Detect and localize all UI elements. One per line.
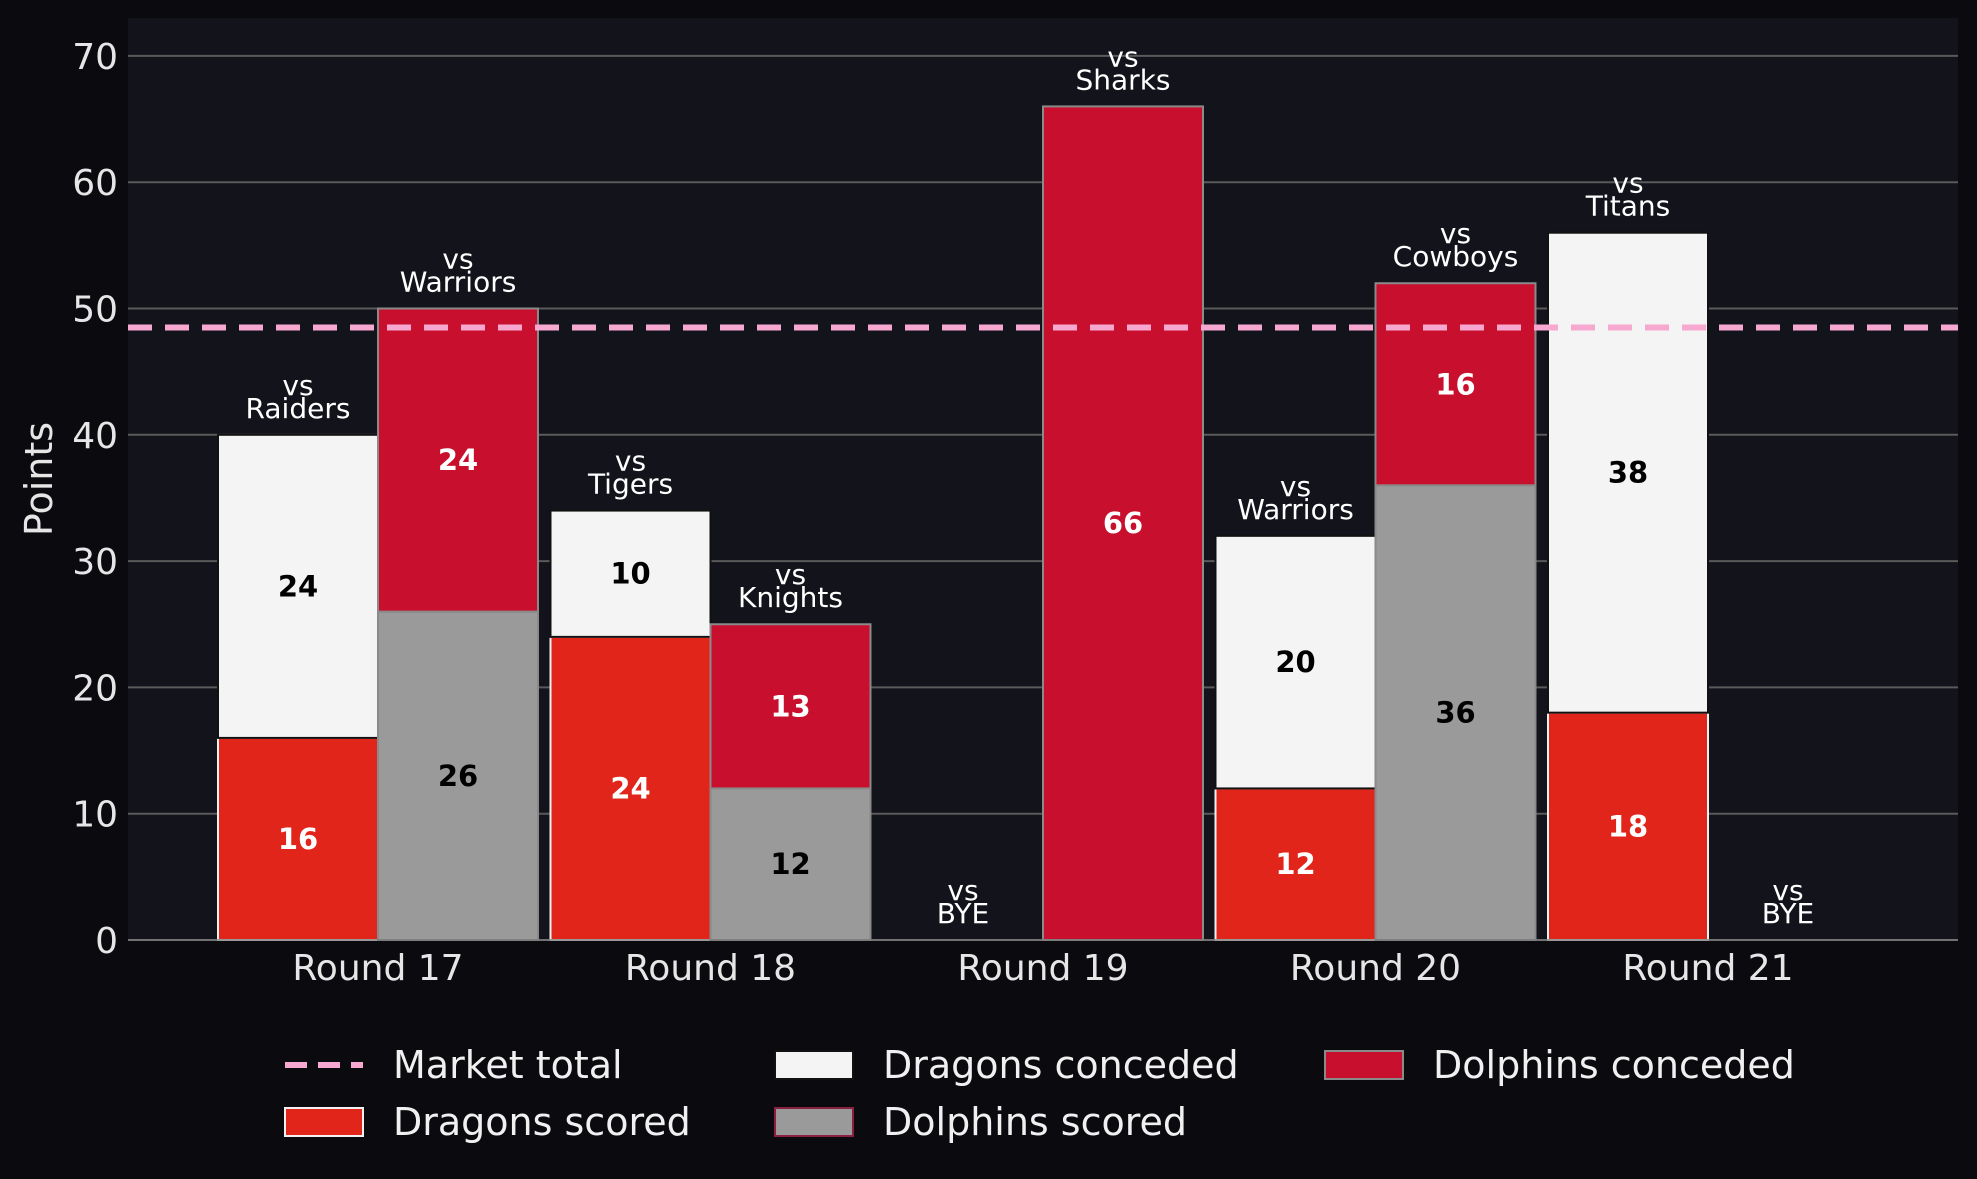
y-axis-label: Points [17, 422, 61, 536]
dolphins-scored-bar-2 [709, 787, 872, 941]
legend-label-0: Market total [393, 1043, 623, 1087]
dragons-conceded-bar-1 [217, 433, 379, 739]
y-axis: 0 10 20 30 40 50 60 70 [72, 37, 118, 962]
dolphins-conceded-bar-3 [1042, 105, 1204, 942]
dragons-opponent-label-2: Tigers [587, 468, 673, 501]
legend-swatch-3 [774, 1107, 854, 1137]
dolphins-vs-label-2: vs [775, 558, 806, 591]
dragons-conceded-value-1: 24 [278, 569, 318, 603]
y-tick-label-50: 50 [72, 289, 118, 330]
dragons-scored-value-1: 16 [278, 822, 318, 856]
dolphins-scored-value-2: 12 [770, 847, 810, 881]
x-tick-label-4: Round 20 [1290, 948, 1461, 989]
y-tick-label-60: 60 [72, 163, 118, 204]
dragons-vs-label-4: vs [1280, 470, 1311, 503]
dragons-vs-label-3: vs [947, 874, 978, 907]
dolphins-opponent-label-2: Knights [738, 581, 843, 614]
dragons-scored-value-4: 12 [1275, 847, 1315, 881]
dragons-opponent-label-3: BYE [937, 897, 989, 930]
legend-label-3: Dolphins scored [883, 1100, 1187, 1144]
legend-swatch-2 [774, 1050, 854, 1080]
dolphins-scored-value-1: 26 [438, 759, 478, 793]
dolphins-vs-label-3: vs [1107, 40, 1138, 73]
dragons-conceded-bar-4 [1214, 534, 1377, 790]
x-tick-label-5: Round 21 [1622, 948, 1793, 989]
x-axis: Round 17 Round 18 Round 19 Round 20 Round 21 [292, 948, 1793, 989]
dolphins-conceded-value-1: 24 [438, 443, 478, 477]
dolphins-conceded-bar-1 [377, 307, 539, 613]
dragons-vs-label-1: vs [282, 369, 313, 402]
dragons-conceded-value-4: 20 [1275, 645, 1315, 679]
y-tick-label-30: 30 [72, 542, 118, 583]
dragons-conceded-value-5: 38 [1608, 456, 1648, 490]
y-tick-label-70: 70 [72, 37, 118, 78]
y-tick-label-0: 0 [95, 921, 118, 962]
dolphins-vs-label-4: vs [1440, 217, 1471, 250]
dragons-opponent-label-5: Titans [1585, 190, 1671, 223]
dragons-scored-value-2: 24 [610, 771, 650, 805]
dragons-vs-label-2: vs [615, 445, 646, 478]
dolphins-vs-label-1: vs [442, 242, 473, 275]
legend-label-2: Dragons conceded [883, 1043, 1239, 1087]
dragons-conceded-bar-5 [1547, 231, 1709, 714]
dolphins-opponent-label-5: BYE [1762, 897, 1814, 930]
dragons-opponent-label-4: Warriors [1237, 493, 1354, 526]
dragons-scored-value-5: 18 [1608, 809, 1648, 843]
bars: 1624vsRaiders2624vsWarriors2410vsTigers1… [128, 40, 1958, 942]
dolphins-conceded-value-2: 13 [770, 689, 810, 723]
dragons-conceded-value-2: 10 [610, 557, 650, 591]
dolphins-conceded-bar-4 [1374, 282, 1537, 487]
dolphins-opponent-label-4: Cowboys [1393, 240, 1519, 273]
dolphins-vs-label-5: vs [1772, 874, 1803, 907]
dragons-conceded-bar-2 [549, 509, 712, 638]
legend-label-1: Dragons scored [393, 1100, 691, 1144]
dragons-opponent-label-1: Raiders [246, 392, 351, 425]
dragons-vs-label-5: vs [1612, 167, 1643, 200]
x-tick-label-2: Round 18 [625, 948, 796, 989]
dolphins-conceded-value-3: 66 [1103, 506, 1143, 540]
legend-swatch-1 [284, 1107, 364, 1137]
y-tick-label-40: 40 [72, 416, 118, 457]
dolphins-opponent-label-1: Warriors [400, 265, 517, 298]
legend-swatch-4 [1324, 1050, 1404, 1080]
x-tick-label-3: Round 19 [957, 948, 1128, 989]
x-tick-label-1: Round 17 [292, 948, 463, 989]
dolphins-conceded-bar-2 [709, 623, 872, 790]
y-tick-label-20: 20 [72, 668, 118, 709]
y-tick-label-10: 10 [72, 795, 118, 836]
dolphins-opponent-label-3: Sharks [1076, 63, 1171, 96]
dragons-scored-bar-2 [549, 635, 712, 941]
legend: Market total Dragons scored Dragons conced… [284, 1043, 1795, 1144]
dolphins-conceded-value-4: 16 [1435, 367, 1475, 401]
dolphins-scored-value-4: 36 [1435, 696, 1475, 730]
legend-label-4: Dolphins conceded [1433, 1043, 1795, 1087]
